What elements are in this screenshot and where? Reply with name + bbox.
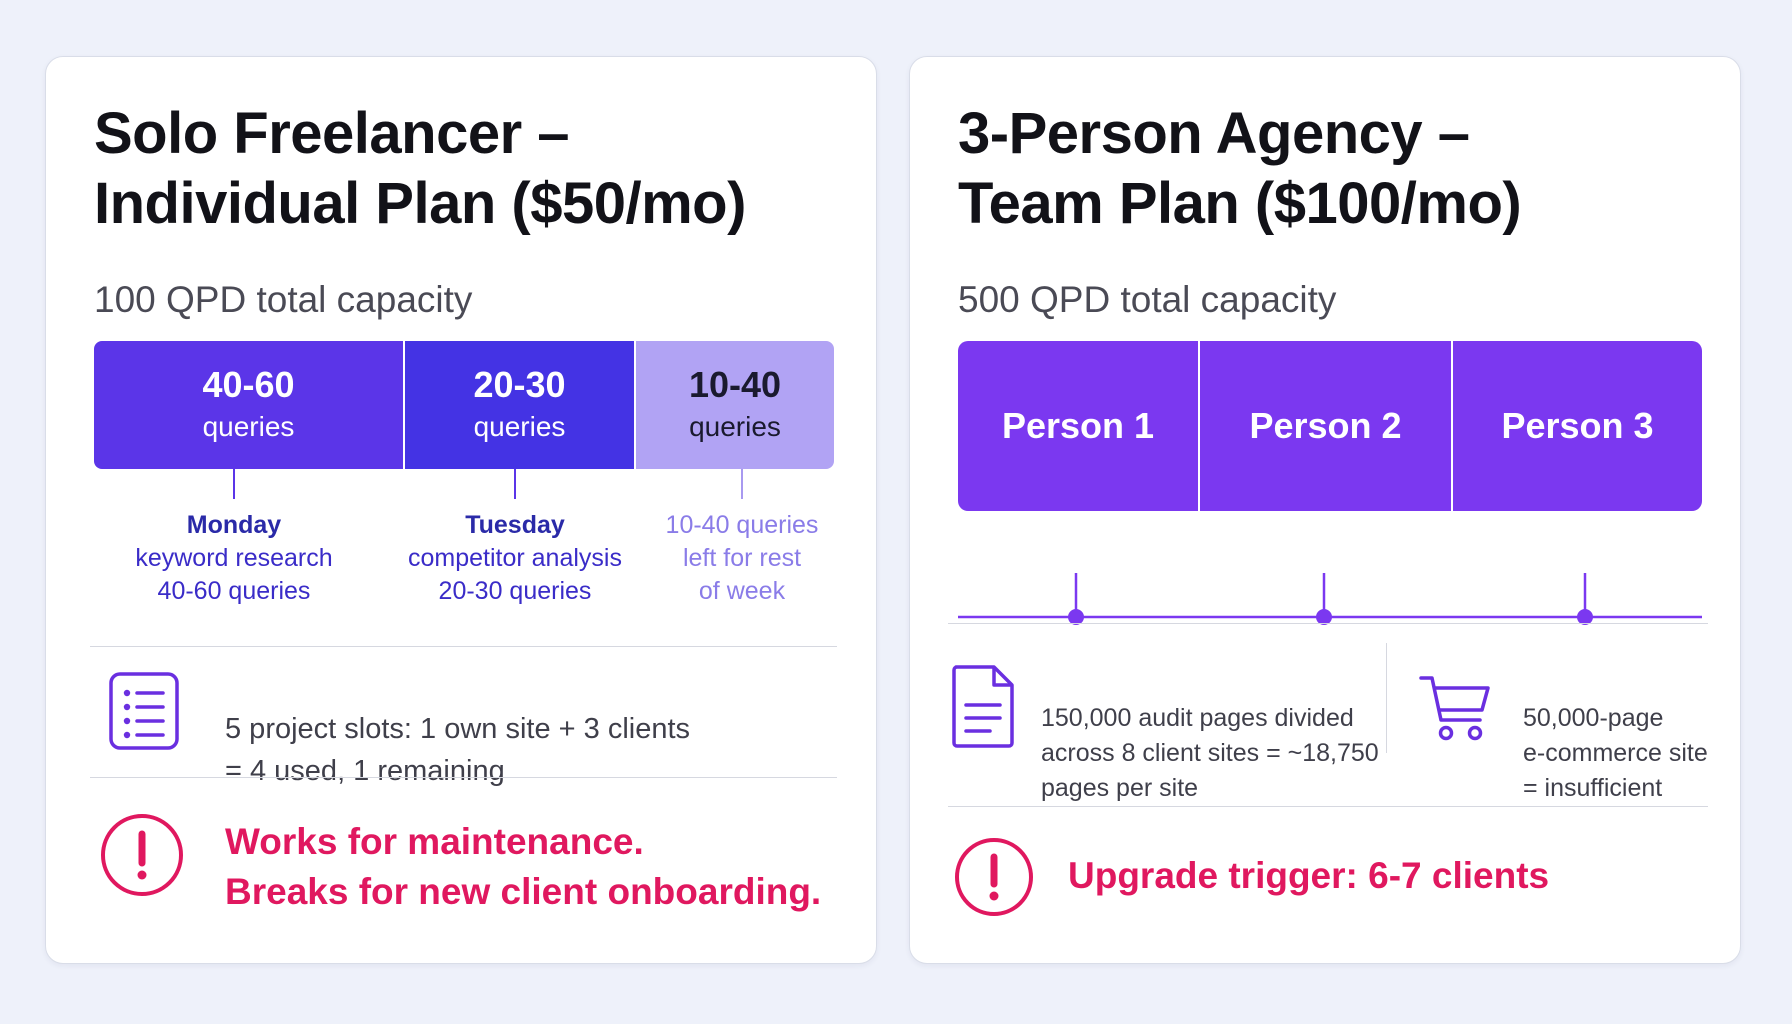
segment-value: 40-60 [202,364,295,405]
audit-line-2: across 8 client sites = ~18,750 [1041,739,1379,767]
slots-line-2: = 4 used, 1 remaining [225,755,505,787]
list-icon [108,671,180,751]
warning-line: Upgrade trigger: 6-7 clients [1068,855,1550,896]
person-allocation-bar: Person 1 Person 2 Person 3 [958,341,1702,511]
title-line-2: Individual Plan ($50/mo) [94,171,746,236]
connector-line [233,469,235,499]
person-1-segment: Person 1 [1001,405,1155,446]
segment-value: 20-30 [473,364,566,405]
slots-line-1: 5 project slots: 1 own site + 3 clients [225,713,691,745]
annotation-task: keyword research [135,544,333,572]
divider [90,646,837,647]
segment-unit: queries [689,411,781,442]
connector-line [741,469,743,499]
divider [948,623,1708,624]
annotation-day: Tuesday [465,511,565,539]
team-plan-card: 3-Person Agency – Team Plan ($100/mo) 50… [909,56,1741,964]
annotation-line: of week [698,577,786,605]
project-slots-text: 5 project slots: 1 own site + 3 clients … [225,708,690,792]
person-timeline [958,571,1702,629]
segment-rest-of-week: 10-40 queries [634,341,834,469]
segment-unit: queries [202,411,295,442]
shopping-cart-icon [1418,671,1492,743]
team-capacity: 500 QPD total capacity [958,279,1337,320]
person-3-segment: Person 3 [1451,341,1702,511]
segment-unit: queries [473,411,566,442]
segment-value: 10-40 [688,364,782,405]
audit-line-3: pages per site [1041,774,1199,802]
query-allocation-bar: 40-60 queries 20-30 queries 10-40 querie… [94,341,834,469]
annotation-line: left for rest [682,544,802,572]
alert-circle-icon [99,812,185,898]
title-line-1: Solo Freelancer – [94,101,570,166]
vertical-divider [1386,643,1387,753]
annotation-tuesday: Tuesday competitor analysis 20-30 querie… [395,509,635,608]
document-icon [950,663,1016,749]
annotation-amount: 20-30 queries [438,577,592,605]
title-line-1: 3-Person Agency – [958,101,1470,166]
warning-line-1: Works for maintenance. [225,821,644,862]
ecom-line-1: 50,000-page [1523,704,1664,732]
ecommerce-text: 50,000-page e-commerce site = insufficie… [1523,701,1708,806]
individual-plan-title: Solo Freelancer – Individual Plan ($50/m… [94,99,746,239]
team-plan-title: 3-Person Agency – Team Plan ($100/mo) [958,99,1522,239]
individual-plan-card: Solo Freelancer – Individual Plan ($50/m… [45,56,877,964]
segment-monday: 40-60 queries [94,341,403,469]
upgrade-trigger-text: Upgrade trigger: 6-7 clients [1068,851,1549,901]
individual-warning-text: Works for maintenance. Breaks for new cl… [225,817,821,917]
audit-line-1: 150,000 audit pages divided [1041,704,1354,732]
connector-line [514,469,516,499]
annotation-day: Monday [186,511,282,539]
title-line-2: Team Plan ($100/mo) [958,171,1522,236]
annotation-rest-of-week: 10-40 queries left for rest of week [622,509,862,608]
divider [948,806,1708,807]
ecom-line-2: e-commerce site [1523,739,1708,767]
person-2-segment: Person 2 [1198,341,1451,511]
alert-circle-icon [953,836,1035,918]
annotation-line: 10-40 queries [665,511,819,539]
individual-capacity: 100 QPD total capacity [94,279,473,320]
divider [90,777,837,778]
annotation-monday: Monday keyword research 40-60 queries [114,509,354,608]
segment-tuesday: 20-30 queries [403,341,634,469]
ecom-line-3: = insufficient [1523,774,1663,802]
audit-pages-text: 150,000 audit pages divided across 8 cli… [1041,701,1379,806]
warning-line-2: Breaks for new client onboarding. [225,871,822,912]
annotation-amount: 40-60 queries [157,577,311,605]
annotation-task: competitor analysis [408,544,622,572]
